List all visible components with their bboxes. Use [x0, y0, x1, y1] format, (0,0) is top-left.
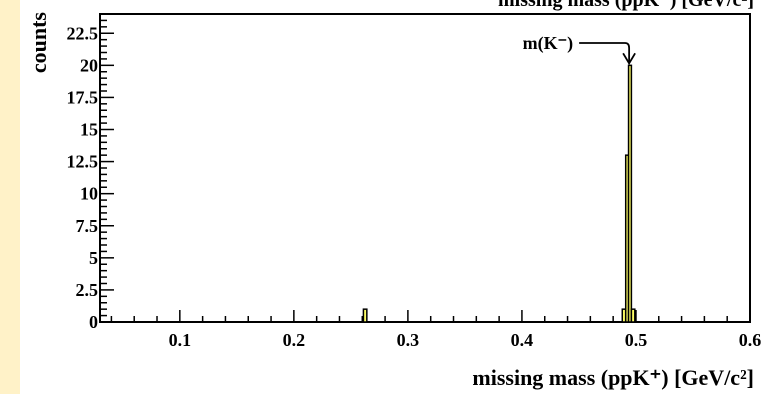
side-strip — [0, 0, 20, 394]
y-tick-label: 20 — [80, 55, 98, 75]
y-tick-label: 12.5 — [67, 152, 99, 172]
x-tick-label: 0.5 — [625, 330, 648, 350]
y-tick-label: 10 — [80, 184, 98, 204]
y-axis-title: counts — [26, 12, 51, 74]
plot-frame — [99, 13, 751, 323]
x-tick-label: 0.1 — [169, 330, 192, 350]
annotation-arrow — [579, 42, 631, 64]
x-tick-label: 0.3 — [397, 330, 420, 350]
y-tick-label: 0 — [89, 312, 98, 332]
y-tick-label: 5 — [89, 248, 98, 268]
annotation-label: m(K⁻) — [523, 33, 573, 54]
histogram-bin-3 — [627, 64, 633, 323]
x-tick-label: 0.4 — [511, 330, 534, 350]
chart-title: missing mass (ppK⁺) [GeV/c²] — [498, 0, 754, 11]
x-axis-title: missing mass (ppK⁺) [GeV/c²] — [472, 365, 754, 390]
y-tick-label: 7.5 — [76, 216, 99, 236]
y-tick-label: 15 — [80, 120, 98, 140]
x-tick-label: 0.2 — [283, 330, 306, 350]
x-tick-label: 0.6 — [739, 330, 762, 350]
y-tick-label: 2.5 — [76, 280, 99, 300]
y-tick-label: 22.5 — [67, 23, 99, 43]
histogram-bin-4 — [630, 308, 636, 323]
y-tick-label: 17.5 — [67, 87, 99, 107]
annotation-arrowhead — [622, 52, 636, 66]
histogram-bin-0 — [362, 308, 368, 323]
